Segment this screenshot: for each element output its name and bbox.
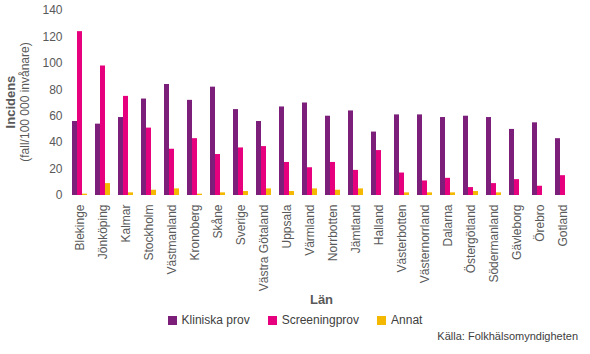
svg-text:Dalarna: Dalarna <box>441 204 455 246</box>
svg-text:Värmland: Värmland <box>303 205 317 256</box>
svg-text:Kalmar: Kalmar <box>119 205 133 243</box>
svg-text:Län: Län <box>310 292 333 307</box>
svg-text:80: 80 <box>49 83 63 97</box>
svg-text:Östergötland: Östergötland <box>464 205 478 274</box>
svg-text:0: 0 <box>56 188 63 202</box>
svg-text:Uppsala: Uppsala <box>280 204 294 248</box>
svg-text:20: 20 <box>49 162 63 176</box>
html-text:Kliniska prov: Kliniska prov <box>181 313 250 327</box>
svg-text:140: 140 <box>42 3 62 17</box>
svg-text:Västerbotten: Västerbotten <box>395 205 409 273</box>
svg-text:100: 100 <box>42 56 62 70</box>
svg-text:Södermanland: Södermanland <box>487 205 501 283</box>
html-text:(fall/100 000 invånare): (fall/100 000 invånare) <box>18 42 32 162</box>
html-text:Incidens: Incidens <box>3 75 18 129</box>
html-text:Screeningprov: Screeningprov <box>281 313 359 327</box>
svg-text:120: 120 <box>42 30 62 44</box>
svg-text:40: 40 <box>49 135 63 149</box>
svg-text:Halland: Halland <box>372 205 386 246</box>
svg-text:Västra Götaland: Västra Götaland <box>257 205 271 292</box>
html-text:Källa: Folkhälsomyndigheten: Källa: Folkhälsomyndigheten <box>437 330 578 342</box>
svg-text:Gävleborg: Gävleborg <box>510 205 524 260</box>
svg-text:Stockholm: Stockholm <box>142 205 156 261</box>
svg-text:Skåne: Skåne <box>211 204 225 238</box>
html-text:Annat: Annat <box>391 313 423 327</box>
svg-text:Norrbotten: Norrbotten <box>326 205 340 262</box>
svg-text:Örebro: Örebro <box>533 204 547 242</box>
svg-text:60: 60 <box>49 109 63 123</box>
svg-text:Västmanland: Västmanland <box>165 205 179 275</box>
svg-text:Gotland: Gotland <box>556 205 570 247</box>
svg-text:Jämtland: Jämtland <box>349 205 363 254</box>
svg-text:Sverige: Sverige <box>234 204 248 245</box>
svg-text:Blekinge: Blekinge <box>73 204 87 250</box>
svg-text:Västernorrland: Västernorrland <box>418 205 432 284</box>
svg-text:Jönköping: Jönköping <box>96 205 110 260</box>
svg-text:Kronoberg: Kronoberg <box>188 205 202 261</box>
